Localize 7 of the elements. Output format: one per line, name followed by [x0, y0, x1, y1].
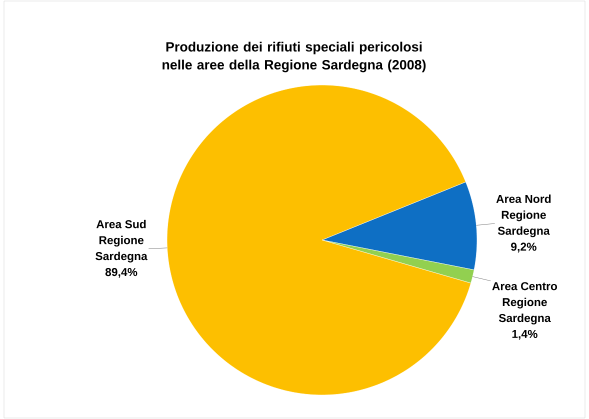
slice-label: Area Centro Regione Sardegna	[492, 282, 558, 324]
data-label: 1,4%	[512, 330, 538, 340]
data-label: 89,4%	[105, 268, 138, 278]
slice-label: Area Sud Regione Sardegna	[96, 220, 148, 262]
data-label: 9,2%	[511, 242, 536, 252]
slice-label: Area Nord Regione Sardegna	[496, 194, 551, 238]
chart-title: Produzione dei rifiuti speciali pericolosi nelle aree della Regione Sardegna (2008)	[162, 42, 426, 72]
